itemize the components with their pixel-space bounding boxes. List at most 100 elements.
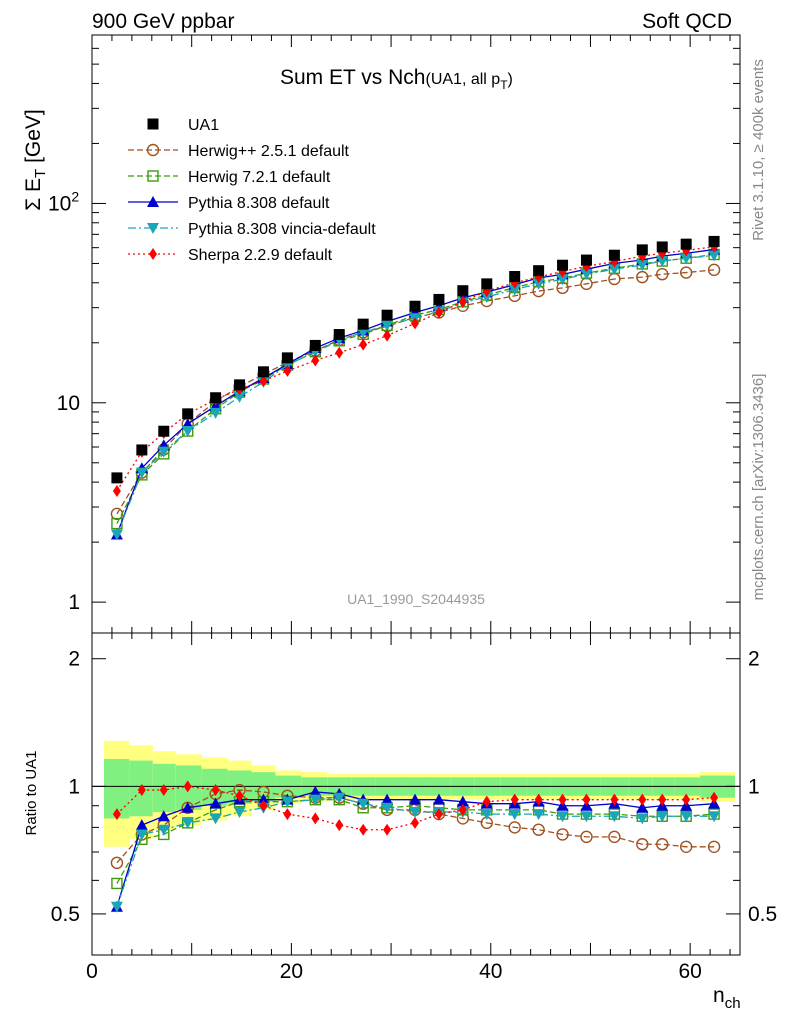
mcplots-label: mcplots.cern.ch [arXiv:1306.3436] xyxy=(750,374,767,601)
ratio-point-sherpa-2-2-9-default xyxy=(411,816,420,829)
y-axis-label: Σ ET [GeV] xyxy=(22,109,49,211)
ratio-point-sherpa-2-2-9-default xyxy=(235,789,244,802)
chart-title-suffix-sub: T xyxy=(500,78,508,92)
ratio-point-pythia-8-308-default xyxy=(381,793,394,805)
ua1-data-point xyxy=(409,300,421,312)
ratio-panel-frame xyxy=(91,632,741,956)
y-axis-label-sub: T xyxy=(32,169,49,178)
legend-marker xyxy=(149,248,157,260)
y-tick-label: 102 xyxy=(48,188,79,215)
point-pythia-8-308-vincia-default xyxy=(580,269,593,281)
point-pythia-8-308-vincia-default xyxy=(556,274,569,286)
ratio-point-pythia-8-308-default xyxy=(135,819,148,831)
ratio-point-pythia-8-308-default xyxy=(157,810,170,822)
point-sherpa-2-2-9-default xyxy=(434,306,443,319)
ua1-data-points xyxy=(111,235,720,484)
ratio-tick-label-right: 0.5 xyxy=(748,903,777,926)
point-pythia-8-308-vincia-default xyxy=(233,391,246,403)
x-tick-label: 60 xyxy=(678,960,701,983)
ratio-point-pythia-8-308-vincia-default xyxy=(708,811,721,823)
y-tick-label: 10 xyxy=(57,392,80,415)
ratio-point-sherpa-2-2-9-default xyxy=(359,823,368,836)
point-pythia-8-308-vincia-default xyxy=(135,467,148,479)
ratio-point-pythia-8-308-vincia-default xyxy=(580,811,593,823)
ratio-point-sherpa-2-2-9-default xyxy=(335,819,344,832)
ratio-point-sherpa-2-2-9-default xyxy=(682,793,691,806)
ratio-tick-label-right: 1 xyxy=(748,775,760,798)
point-sherpa-2-2-9-default xyxy=(458,295,467,308)
point-pythia-8-308-vincia-default xyxy=(656,256,669,268)
axis-ticks xyxy=(91,34,740,956)
ratio-point-sherpa-2-2-9-default xyxy=(658,793,667,806)
chart-title-main: Sum ET vs Nch xyxy=(280,66,425,89)
ratio-point-pythia-8-308-vincia-default xyxy=(608,811,621,823)
ratio-point-sherpa-2-2-9-default xyxy=(183,780,192,793)
ua1-data-point xyxy=(636,244,648,256)
series-line-sherpa-2-2-9-default xyxy=(116,246,715,492)
x-tick-label: 0 xyxy=(86,960,98,983)
ua1-data-point xyxy=(357,318,369,330)
point-sherpa-2-2-9-default xyxy=(335,346,344,359)
ratio-point-sherpa-2-2-9-default xyxy=(434,808,443,821)
legend-label: Sherpa 2.2.9 default xyxy=(188,247,333,264)
ratio-point-pythia-8-308-vincia-default xyxy=(532,809,545,821)
ratio-point-sherpa-2-2-9-default xyxy=(383,823,392,836)
series-line-pythia-8-308-default xyxy=(116,248,715,535)
ratio-point-sherpa-2-2-9-default xyxy=(558,793,567,806)
series-line-herwig-2-5-1-default xyxy=(116,269,715,515)
ratio-point-pythia-8-308-default xyxy=(257,793,270,805)
x-axis-label-main: n xyxy=(713,984,725,1007)
point-sherpa-2-2-9-default xyxy=(359,338,368,351)
ratio-tick-label-left: 1 xyxy=(68,775,80,798)
ratio-point-herwig-2-5-1-default xyxy=(110,856,124,870)
point-pythia-8-308-vincia-default xyxy=(209,407,222,419)
ratio-point-sherpa-2-2-9-default xyxy=(211,784,220,797)
ratio-axis-label: Ratio to UA1 xyxy=(23,750,40,835)
ua1-data-point xyxy=(309,339,321,351)
ua1-data-point xyxy=(136,444,148,456)
chart-title: Sum ET vs Nch(UA1, all pT) xyxy=(280,66,513,92)
ratio-point-herwig-2-5-1-default xyxy=(679,840,693,853)
point-pythia-8-308-vincia-default xyxy=(110,529,123,541)
point-pythia-8-308-vincia-default xyxy=(381,320,394,332)
y-axis-label-main: Σ E xyxy=(22,178,45,211)
ratio-point-pythia-8-308-vincia-default xyxy=(281,796,294,808)
rivet-label: Rivet 3.1.10, ≥ 400k events xyxy=(750,59,767,241)
ratio-point-sherpa-2-2-9-default xyxy=(112,808,121,821)
ua1-data-point xyxy=(608,249,620,261)
series-line-pythia-8-308-vincia-default xyxy=(116,254,715,535)
ratio-point-herwig-7-2-1-default xyxy=(111,877,123,890)
legend-label: Herwig 7.2.1 default xyxy=(188,169,331,186)
point-sherpa-2-2-9-default xyxy=(112,484,121,497)
ratio-point-herwig-2-5-1-default xyxy=(580,830,593,844)
point-herwig-2-5-1-default xyxy=(707,263,721,277)
point-sherpa-2-2-9-default xyxy=(411,317,420,330)
axis-tick-labels: 0 20 40 60 1 10 102 0.5 0.5 1 1 2 2 xyxy=(48,188,777,983)
ratio-point-pythia-8-308-default xyxy=(432,793,445,805)
legend-marker xyxy=(147,223,159,234)
legend-label: Pythia 8.308 vincia-default xyxy=(188,221,376,238)
ratio-tick-label-left: 0.5 xyxy=(51,903,80,926)
ratio-point-pythia-8-308-vincia-default xyxy=(135,829,148,841)
ua1-data-point xyxy=(182,408,194,420)
ratio-point-pythia-8-308-default xyxy=(636,801,649,813)
ua1-data-point xyxy=(158,425,170,437)
ratio-point-pythia-8-308-vincia-default xyxy=(181,817,194,829)
analysis-watermark: UA1_1990_S2044935 xyxy=(347,591,485,607)
ratio-point-herwig-2-5-1-default xyxy=(532,823,545,836)
point-sherpa-2-2-9-default xyxy=(383,329,392,342)
ratio-point-pythia-8-308-vincia-default xyxy=(233,806,246,818)
x-tick-label: 20 xyxy=(280,960,303,983)
ratio-point-pythia-8-308-vincia-default xyxy=(556,811,569,823)
legend-marker xyxy=(146,143,160,157)
ratio-tick-label-right: 2 xyxy=(748,648,760,671)
ratio-point-pythia-8-308-vincia-default xyxy=(357,798,370,810)
y-tick-label: 1 xyxy=(68,591,80,614)
ua1-data-point xyxy=(281,352,293,364)
ratio-point-sherpa-2-2-9-default xyxy=(582,793,591,806)
point-sherpa-2-2-9-default xyxy=(259,374,268,387)
series-line-herwig-7-2-1-default xyxy=(116,253,715,524)
data-uncertainty-bands xyxy=(92,740,740,847)
y-axis-label-unit: [GeV] xyxy=(22,109,45,169)
point-herwig-2-5-1-default xyxy=(679,266,693,279)
